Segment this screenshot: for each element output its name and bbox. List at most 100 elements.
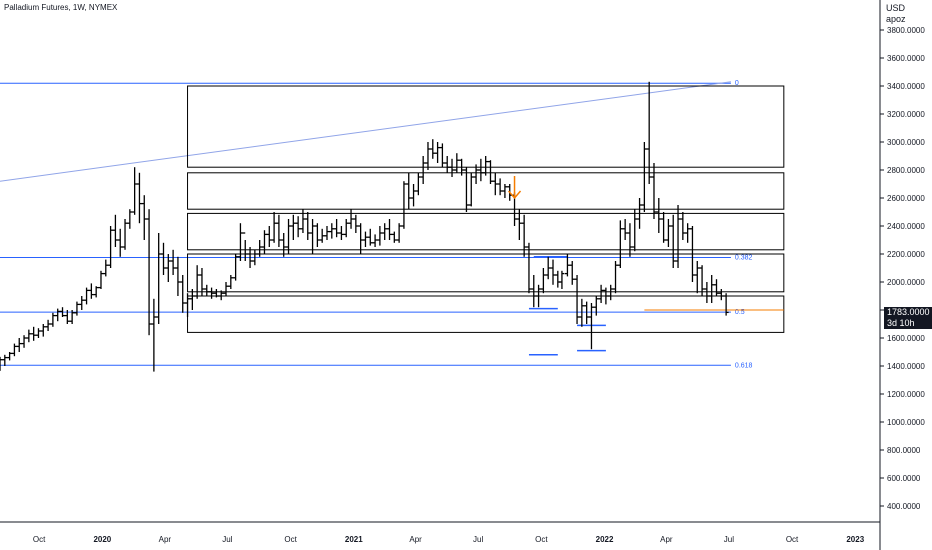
- ohlc-bar: [199, 268, 205, 296]
- price-tick-label: 400.0000: [887, 502, 921, 511]
- ohlc-bars: [0, 81, 729, 372]
- ohlc-bar: [540, 268, 546, 294]
- ohlc-bar: [425, 142, 431, 170]
- annotations: [507, 176, 522, 200]
- ohlc-bar: [160, 242, 166, 275]
- ohlc-bar: [617, 220, 623, 268]
- ohlc-bar: [127, 209, 133, 229]
- ohlc-bar: [286, 219, 292, 254]
- ohlc-bar: [396, 223, 402, 243]
- ohlc-bar: [16, 338, 22, 352]
- ohlc-bar: [189, 289, 195, 310]
- time-tick-label: 2022: [596, 535, 614, 544]
- ohlc-bar: [7, 352, 13, 361]
- ohlc-bar: [50, 312, 56, 327]
- ohlc-bar: [242, 232, 248, 261]
- ohlc-bar: [670, 214, 676, 268]
- time-tick-label: Apr: [660, 535, 673, 544]
- price-tick-label: 1000.0000: [887, 418, 925, 427]
- ohlc-bar: [521, 214, 527, 257]
- price-tick-label: 1200.0000: [887, 390, 925, 399]
- ohlc-bar: [35, 328, 41, 338]
- ohlc-bar: [574, 275, 580, 324]
- ohlc-bar: [497, 178, 503, 196]
- ohlc-bar: [45, 319, 51, 331]
- ohlc-bar: [420, 156, 426, 184]
- ohlc-bar: [463, 167, 469, 212]
- ohlc-bar: [60, 307, 66, 317]
- ohlc-bar: [156, 233, 162, 324]
- ohlc-bar: [79, 296, 85, 310]
- ohlc-bar: [353, 214, 359, 233]
- fib-level-label: 0: [735, 80, 739, 87]
- short-level-lines: [528, 256, 784, 356]
- ohlc-bar: [569, 261, 575, 285]
- ohlc-bar: [559, 270, 565, 289]
- ohlc-bar: [266, 226, 272, 247]
- ohlc-bar: [151, 298, 157, 372]
- ohlc-bar: [146, 209, 152, 336]
- ohlc-bar: [213, 289, 219, 298]
- price-tick-label: 600.0000: [887, 474, 921, 483]
- ohlc-bar: [632, 209, 638, 252]
- ohlc-bar: [247, 247, 253, 268]
- ohlc-bar: [367, 228, 373, 246]
- price-tick-label: 1400.0000: [887, 362, 925, 371]
- ohlc-bar: [588, 303, 594, 350]
- ohlc-bar: [108, 226, 114, 268]
- price-tick-label: 3000.0000: [887, 138, 925, 147]
- time-tick-label: Apr: [159, 535, 172, 544]
- ohlc-bar: [136, 172, 142, 224]
- range-box: [187, 253, 785, 293]
- ohlc-bar: [555, 270, 561, 288]
- ohlc-bar: [709, 275, 715, 303]
- ohlc-bar: [704, 282, 710, 303]
- fib-level-label: 0.382: [735, 255, 753, 262]
- ohlc-bar: [165, 254, 171, 282]
- ohlc-bar: [550, 259, 556, 285]
- ohlc-bar: [545, 256, 551, 280]
- ohlc-bar: [502, 184, 508, 198]
- ohlc-bar: [483, 156, 489, 176]
- ohlc-bar: [185, 293, 191, 317]
- ohlc-bar: [627, 223, 633, 257]
- ohlc-bar: [170, 249, 176, 275]
- ohlc-bar: [209, 287, 215, 299]
- ohlc-bar: [93, 286, 99, 298]
- fib-level-label: 0.5: [735, 309, 745, 316]
- price-tick-label: 2000.0000: [887, 278, 925, 287]
- ohlc-bar: [641, 142, 647, 212]
- ohlc-bar: [21, 335, 27, 348]
- ohlc-bar: [689, 226, 695, 282]
- price-tick-label: 2600.0000: [887, 194, 925, 203]
- ohlc-bar: [314, 223, 320, 247]
- ohlc-bar: [637, 198, 643, 229]
- time-tick-label: Oct: [535, 535, 548, 544]
- ohlc-bar: [430, 139, 436, 159]
- ohlc-bar: [665, 219, 671, 247]
- scale-mode-label: apoz: [886, 14, 906, 24]
- ohlc-bar: [204, 284, 210, 296]
- range-box: [187, 295, 785, 333]
- ohlc-bar: [103, 259, 109, 277]
- ohlc-bar: [257, 240, 263, 257]
- ohlc-bar: [622, 219, 628, 240]
- time-tick-label: Jul: [724, 535, 734, 544]
- time-axis: Oct 2020 Apr Jul Oct 2021 Apr Jul Oct 2022 Apr Jul O…: [0, 521, 880, 544]
- ohlc-bar: [714, 279, 720, 296]
- range-boxes: [187, 85, 785, 333]
- time-tick-label: 2023: [846, 535, 864, 544]
- ohlc-bar: [718, 289, 724, 301]
- ohlc-bar: [194, 265, 200, 299]
- ohlc-bar: [122, 219, 128, 250]
- ohlc-bar: [372, 234, 378, 247]
- ohlc-bar: [478, 158, 484, 182]
- ohlc-bar: [319, 228, 325, 243]
- ohlc-bar: [661, 212, 667, 243]
- currency-label[interactable]: USD apoz: [886, 3, 906, 25]
- ohlc-bar: [218, 290, 224, 301]
- range-box: [187, 212, 785, 251]
- ohlc-bar: [459, 158, 465, 176]
- ohlc-bar: [55, 308, 61, 322]
